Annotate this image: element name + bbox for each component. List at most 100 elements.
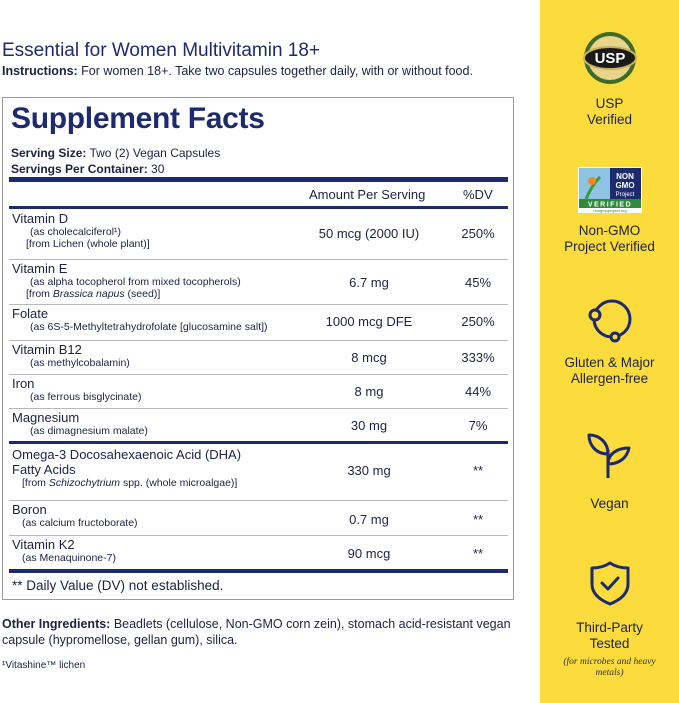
nutrient-source: (as alpha tocopherol from mixed tocopher… — [30, 276, 241, 288]
divider-bar — [9, 177, 508, 182]
amount: 90 mcg — [347, 546, 391, 561]
table-row: Magnesium (as dimagnesium malate) 30 mg 7… — [9, 409, 508, 442]
amount: 8 mcg — [351, 350, 387, 365]
badge-line2: Allergen-free — [570, 371, 649, 386]
amount: 8 mg — [354, 384, 384, 399]
nutrient-name: Iron — [12, 376, 35, 391]
dv: 45% — [464, 275, 492, 290]
nutrient-source: (as Menaquinone-7) — [22, 552, 116, 564]
dv: 7% — [468, 418, 488, 433]
badge-vegan: Vegan — [540, 430, 679, 512]
instructions: Instructions: For women 18+. Take two ca… — [2, 64, 473, 78]
badge-line2: Tested — [589, 636, 630, 651]
nutrient-source: (as methylcobalamin) — [30, 357, 130, 369]
usp-seal-icon: USP — [582, 32, 637, 84]
origin-b: (seed)] — [124, 288, 161, 300]
svg-text:VERIFIED: VERIFIED — [587, 202, 631, 209]
nutrient-name: Vitamin K2 — [12, 537, 75, 552]
table-row: Vitamin D (as cholecalciferol¹) [from Lich… — [9, 210, 508, 260]
nutrient-source: (as dimagnesium malate) — [30, 425, 148, 437]
badges-panel: USP USP Verified NON GMO Project VERIFIE… — [540, 0, 679, 703]
lichen-footnote: ¹Vitashine™ lichen — [2, 660, 86, 671]
badge-line2: Project Verified — [564, 239, 655, 254]
amount: 50 mcg (2000 IU) — [318, 226, 420, 241]
sprout-icon — [587, 433, 630, 478]
amount: 6.7 mg — [349, 275, 389, 290]
badge-usp: USP USP Verified — [540, 30, 679, 128]
supplement-facts-panel: Supplement Facts Serving Size: Two (2) V… — [2, 97, 514, 600]
amount: 330 mg — [347, 463, 391, 478]
dv: 333% — [461, 350, 495, 365]
nutrient-name: Folate — [12, 306, 49, 321]
nutrient-origin: [from Lichen (whole plant)] — [26, 238, 150, 250]
badge-line1: Vegan — [590, 496, 629, 511]
serving-size: Two (2) Vegan Capsules — [86, 146, 221, 160]
nutrient-name: Vitamin B12 — [12, 342, 82, 357]
dv: ** — [472, 546, 484, 561]
nutrient-source: (as ferrous bisglycinate) — [30, 391, 142, 403]
badge-third-party-tested: Third-Party Tested (for microbes and hea… — [540, 560, 679, 679]
badge-line1: Non-GMO — [578, 223, 641, 238]
nutrient-source: (as cholecalciferol¹) — [30, 226, 122, 238]
divider-bar — [9, 441, 508, 444]
dv: 44% — [464, 384, 492, 399]
non-gmo-project-logo: NON GMO Project VERIFIED nongmoproject.o… — [577, 167, 642, 213]
table-row: Iron (as ferrous bisglycinate) 8 mg 44% — [9, 375, 508, 409]
badge-line1: Third-Party — [576, 620, 643, 635]
amount: 0.7 mg — [349, 512, 389, 527]
supplement-facts-title: Supplement Facts — [11, 102, 265, 135]
svg-text:NON: NON — [616, 172, 634, 181]
nutrient-name: Vitamin D — [12, 211, 69, 226]
amount: 30 mg — [350, 418, 388, 433]
divider-bar — [9, 569, 508, 573]
origin-a: [from — [26, 288, 53, 300]
table-row: Vitamin B12 (as methylcobalamin) 8 mcg 33… — [9, 341, 508, 375]
origin-species: Schizochytrium — [48, 477, 121, 489]
svg-text:USP: USP — [594, 50, 625, 67]
badge-note: (for microbes and heavy metals) — [563, 657, 656, 678]
nutrient-name: Vitamin E — [12, 261, 68, 276]
svg-text:nongmoproject.org: nongmoproject.org — [593, 208, 626, 213]
dv: 250% — [461, 314, 495, 329]
servings-label: Servings Per Container: — [11, 162, 148, 176]
other-ingredients-text: Beadlets (cellulose, Non-GMO corn zein),… — [2, 617, 511, 647]
other-ingredients-label: Other Ingredients: — [2, 617, 111, 631]
instructions-label: Instructions: — [2, 64, 78, 78]
origin-b: spp. (whole microalgae)] — [120, 477, 238, 489]
nutrient-origin: [from Brassica napus (seed)] — [12, 288, 241, 300]
svg-text:Project: Project — [615, 192, 634, 198]
nutrient-name-2: Fatty Acids — [12, 462, 76, 477]
allergen-free-icon — [588, 299, 631, 343]
product-title: Essential for Women Multivitamin 18+ — [2, 40, 321, 61]
dv: ** — [472, 512, 484, 527]
origin-species: Brassica napus — [52, 288, 125, 300]
badge-line1: USP — [595, 96, 624, 111]
table-row: Vitamin E (as alpha tocopherol from mixed… — [9, 260, 508, 305]
dv-footnote: ** Daily Value (DV) not established. — [12, 578, 224, 593]
shield-check-icon — [590, 561, 629, 606]
left-panel: Essential for Women Multivitamin 18+ Ins… — [2, 40, 522, 671]
col-amount: Amount Per Serving — [309, 187, 426, 202]
nutrient-source: (as calcium fructoborate) — [22, 517, 138, 529]
other-ingredients: Other Ingredients: Beadlets (cellulose, … — [2, 616, 522, 648]
badge-non-gmo: NON GMO Project VERIFIED nongmoproject.o… — [540, 167, 679, 255]
badge-line1: Gluten & Major — [564, 355, 655, 370]
badge-line2: Verified — [586, 112, 633, 127]
table-row: Vitamin K2 (as Menaquinone-7) 90 mcg ** — [9, 536, 508, 568]
nutrient-name: Boron — [12, 502, 47, 517]
nutrient-source: (as 6S-5-Methyltetrahydrofolate [glucosa… — [30, 321, 268, 333]
dv: 250% — [461, 226, 495, 241]
dv: ** — [472, 463, 484, 478]
svg-text:GMO: GMO — [615, 181, 634, 190]
divider-bar — [9, 206, 508, 209]
instructions-text: For women 18+. Take two capsules togethe… — [77, 64, 473, 78]
serving-size-label: Serving Size: — [11, 146, 87, 160]
nutrient-name: Magnesium — [12, 410, 80, 425]
origin-a: [from — [22, 477, 49, 489]
nutrient-origin: [from Schizochytrium spp. (whole microal… — [12, 477, 241, 489]
badge-allergen-free: Gluten & Major Allergen-free — [540, 295, 679, 387]
servings: 30 — [147, 162, 165, 176]
col-dv: %DV — [463, 187, 493, 202]
amount: 1000 mcg DFE — [325, 314, 413, 329]
table-row: Omega-3 Docosahexaenoic Acid (DHA) Fatty … — [9, 446, 508, 501]
